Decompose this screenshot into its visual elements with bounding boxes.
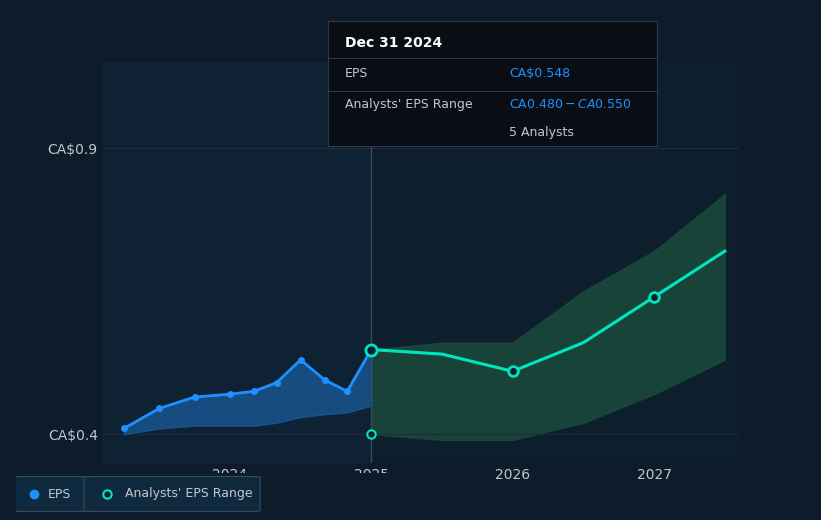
Text: CA$0.548: CA$0.548 [509,67,570,80]
Text: Analysts Forecasts: Analysts Forecasts [377,74,493,87]
Bar [371,62,739,463]
Text: CA$0.480 - CA$0.550: CA$0.480 - CA$0.550 [509,98,631,111]
Text: EPS: EPS [48,488,71,500]
Text: Dec 31 2024: Dec 31 2024 [345,36,442,50]
Bar [103,62,371,463]
Text: Analysts' EPS Range: Analysts' EPS Range [345,98,472,111]
FancyBboxPatch shape [11,476,94,512]
Text: Analysts' EPS Range: Analysts' EPS Range [125,488,252,500]
FancyBboxPatch shape [85,476,260,512]
Text: EPS: EPS [345,67,368,80]
Text: 5 Analysts: 5 Analysts [509,126,574,139]
Text: Actual: Actual [329,74,369,87]
